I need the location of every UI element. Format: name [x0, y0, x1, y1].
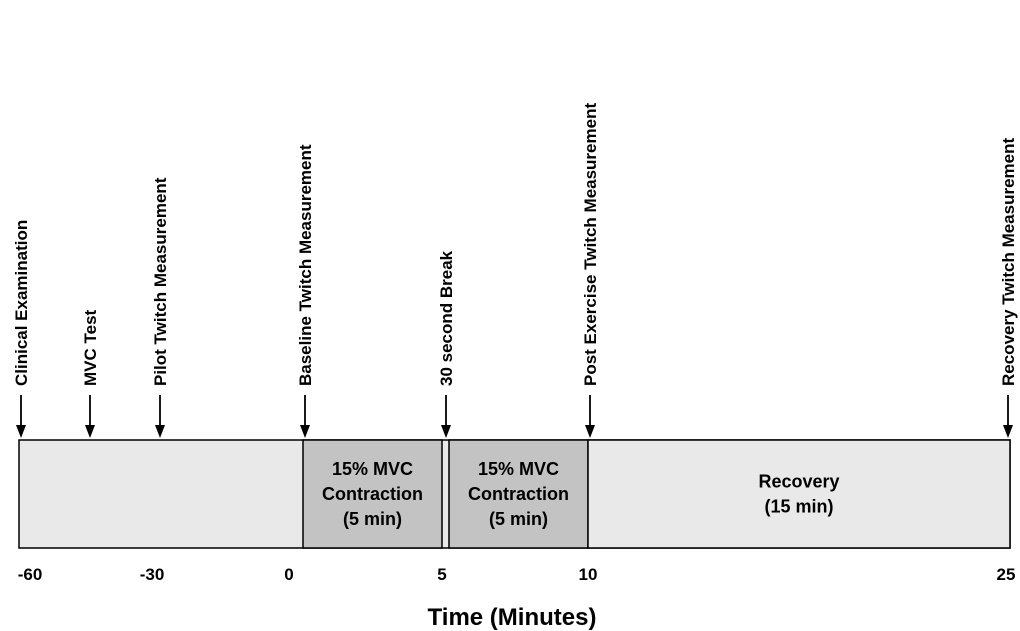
recovery-segment [587, 439, 1011, 549]
event-marker: Post Exercise Twitch Measurement [581, 103, 600, 438]
arrow-down-icon [1003, 425, 1013, 438]
arrow-down-icon [16, 425, 26, 438]
segment-label-line: Contraction [468, 484, 569, 504]
tick-label: 25 [997, 565, 1016, 584]
event-marker: Baseline Twitch Measurement [296, 144, 315, 438]
event-marker: Recovery Twitch Measurement [999, 138, 1018, 438]
segment-label-line: Recovery [758, 472, 839, 492]
segment-label-line: 15% MVC [332, 459, 413, 479]
event-marker: 30 second Break [437, 250, 456, 438]
event-label: 30 second Break [437, 250, 456, 386]
event-label: Recovery Twitch Measurement [999, 138, 1018, 386]
event-marker: Pilot Twitch Measurement [151, 177, 170, 438]
arrow-down-icon [85, 425, 95, 438]
tick-label: 5 [437, 565, 446, 584]
segment-label-line: (15 min) [764, 497, 833, 517]
arrow-down-icon [441, 425, 451, 438]
arrow-down-icon [155, 425, 165, 438]
segment-label-line: (5 min) [343, 509, 402, 529]
event-label: Pilot Twitch Measurement [151, 177, 170, 386]
tick-label: 10 [579, 565, 598, 584]
event-label: Post Exercise Twitch Measurement [581, 103, 600, 386]
timeline-events: Clinical Examination MVC Test Pilot Twitch… [12, 103, 1018, 438]
tick-label: -30 [140, 565, 165, 584]
tick-label: -60 [18, 565, 43, 584]
axis-title: Time (Minutes) [428, 604, 597, 631]
event-label: Baseline Twitch Measurement [296, 144, 315, 386]
contraction-segment-2 [448, 439, 589, 549]
time-axis-ticks: -60 -30 0 5 10 25 [18, 565, 1016, 584]
contraction-segment-1 [302, 439, 443, 549]
arrow-down-icon [300, 425, 310, 438]
event-label: Clinical Examination [12, 220, 31, 386]
tick-label: 0 [284, 565, 293, 584]
segment-label-line: (5 min) [489, 509, 548, 529]
event-marker: Clinical Examination [12, 220, 31, 438]
arrow-down-icon [585, 425, 595, 438]
segment-label-line: 15% MVC [478, 459, 559, 479]
timeline-segments: 15% MVC Contraction (5 min) 15% MVC Contract… [302, 439, 1011, 549]
segment-label-line: Contraction [322, 484, 423, 504]
event-label: MVC Test [81, 309, 100, 386]
event-marker: MVC Test [81, 309, 100, 438]
